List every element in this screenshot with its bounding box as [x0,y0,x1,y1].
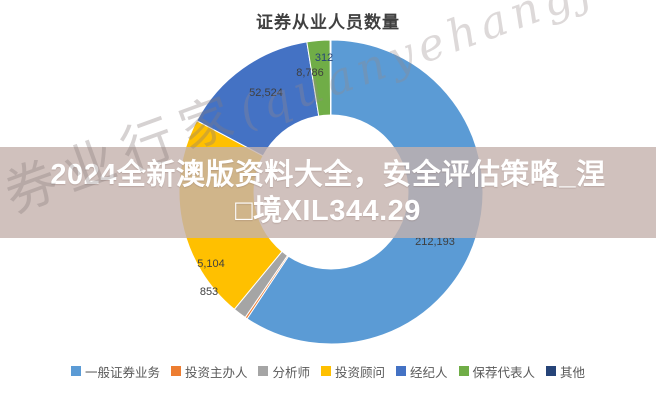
chart-title: 证券从业人员数量 [256,13,400,32]
legend-label: 分析师 [272,365,310,380]
legend-item-5: 保荐代表人 [458,362,536,381]
legend-swatch-icon [70,366,81,376]
legend-item-2: 分析师 [258,362,310,381]
legend-item-1: 投资主办人 [170,362,248,381]
legend-item-3: 投资顾问 [320,362,385,381]
legend-label: 投资主办人 [184,365,248,380]
overlay-banner: 2024全新澳版资料大全，安全评估策略_涅 □境XIL344.29 [0,147,656,238]
legend-item-0: 一般证券业务 [70,362,160,381]
chart-legend: 一般证券业务 投资主办人 分析师 投资顾问 经纪人 保荐代表人 其他 [0,359,656,383]
slice-data-label-2: 5,104 [197,258,225,270]
legend-item-4: 经纪人 [396,362,448,381]
legend-item-6: 其他 [546,362,585,381]
legend-label: 一般证券业务 [84,365,160,380]
legend-swatch-icon [458,366,469,376]
legend-label: 投资顾问 [334,365,385,380]
legend-swatch-icon [396,366,406,376]
legend-swatch-icon [320,366,331,376]
slice-data-label-4: 52,524 [249,87,283,99]
slice-data-label-1: 853 [199,286,219,298]
slice-data-label-6: 312 [314,52,334,64]
legend-swatch-icon [546,366,557,376]
legend-swatch-icon [170,366,181,376]
slice-data-label-5: 8,786 [296,67,324,79]
banner-text-line1: 2024全新澳版资料大全，安全评估策略_涅 [50,158,606,191]
legend-label: 保荐代表人 [472,365,536,380]
legend-label: 其他 [560,365,586,380]
banner-text-line2: □境XIL344.29 [235,194,421,227]
legend-swatch-icon [258,366,269,376]
legend-label: 经纪人 [410,365,448,380]
slice-data-label-0: 212,193 [415,236,455,248]
